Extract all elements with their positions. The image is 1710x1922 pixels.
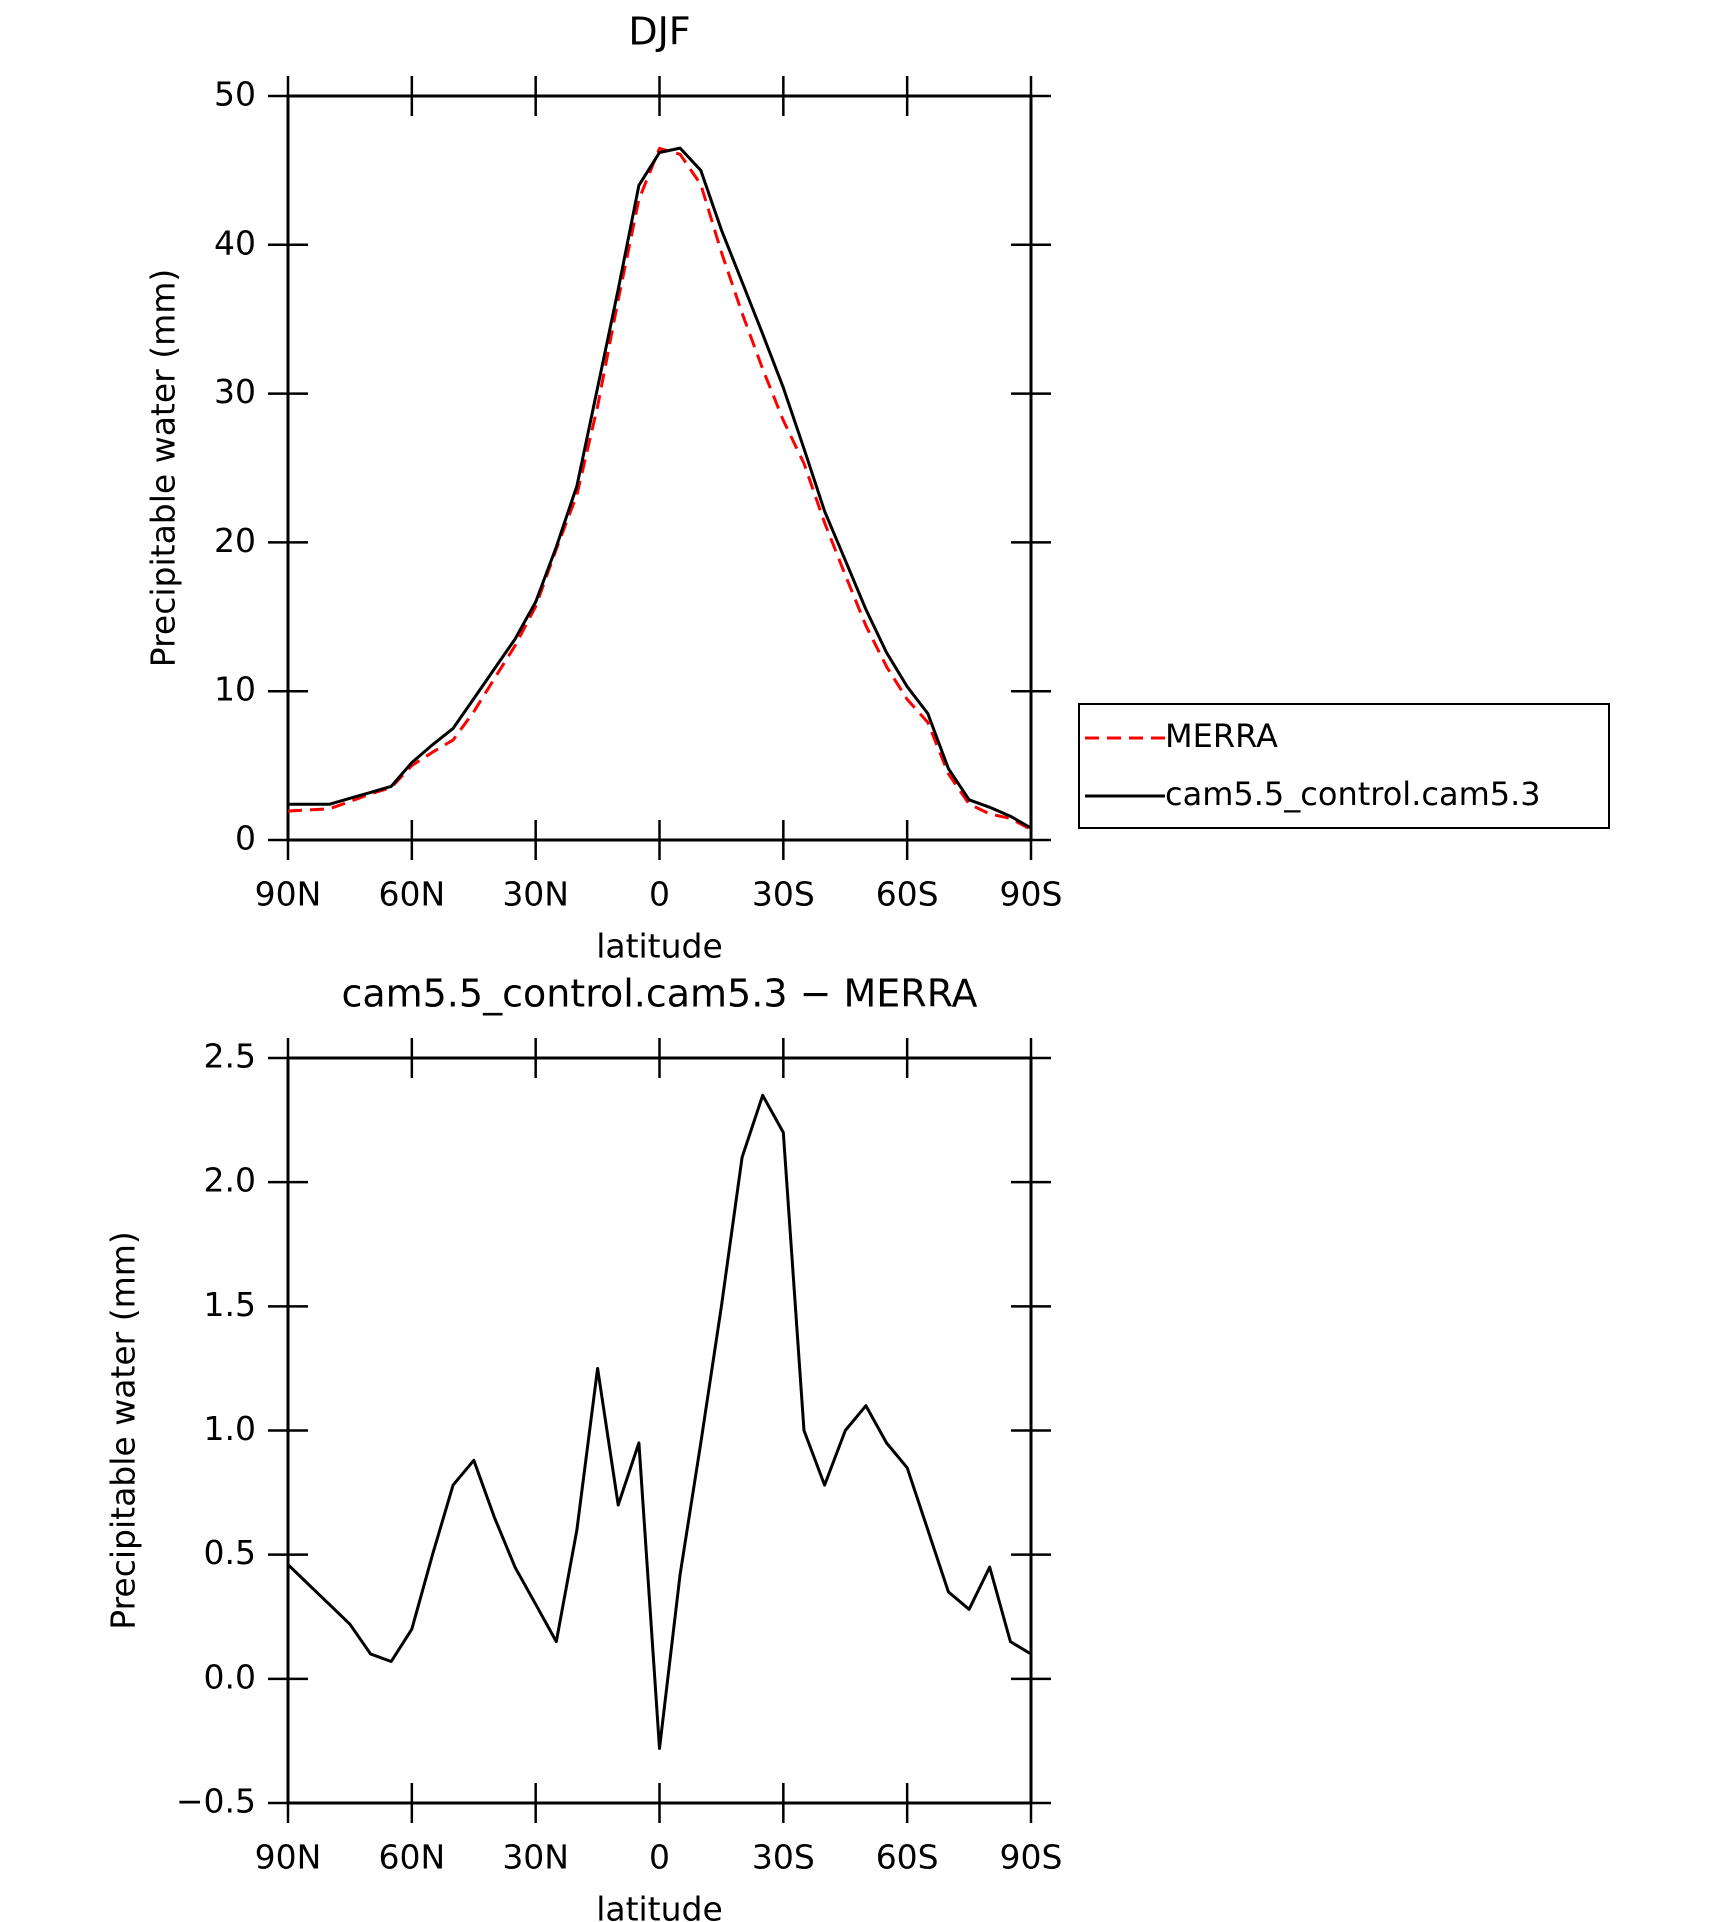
x-tick-label: 30S	[752, 1838, 815, 1877]
y-tick-label: 1.5	[204, 1285, 256, 1324]
legend-label: MERRA	[1165, 717, 1278, 755]
y-tick-label: 20	[214, 521, 256, 560]
x-axis-label: latitude	[596, 927, 723, 966]
x-tick-label: 60N	[378, 1838, 445, 1877]
x-tick-label: 90S	[1000, 1838, 1063, 1877]
y-tick-label: 10	[214, 670, 256, 709]
y-tick-label: 0.5	[204, 1533, 256, 1572]
x-tick-label: 0	[649, 875, 670, 914]
y-tick-label: 2.0	[204, 1161, 256, 1200]
data-line	[286, 1093, 1032, 1750]
x-tick-label: 90S	[1000, 875, 1063, 914]
y-axis-label: Precipitable water (mm)	[104, 1231, 143, 1630]
legend-label: cam5.5_control.cam5.3	[1165, 775, 1541, 813]
y-tick-label: 0.0	[204, 1657, 256, 1696]
y-tick-label: 30	[214, 372, 256, 411]
y-axis-label: Precipitable water (mm)	[144, 269, 183, 668]
y-tick-label: 50	[214, 75, 256, 114]
y-tick-label: 2.5	[204, 1037, 256, 1076]
data-line	[287, 146, 1032, 831]
x-tick-label: 0	[649, 1838, 670, 1877]
x-tick-label: 90N	[255, 875, 322, 914]
x-tick-label: 30N	[502, 1838, 569, 1877]
legend-box	[1078, 703, 1610, 829]
x-tick-label: 60S	[876, 875, 939, 914]
x-tick-label: 90N	[255, 1838, 322, 1877]
plot-frame	[286, 94, 1033, 842]
y-tick-label: 1.0	[204, 1409, 256, 1448]
x-tick-label: 30S	[752, 875, 815, 914]
plot-frame	[286, 1056, 1033, 1805]
chart-title: cam5.5_control.cam5.3 − MERRA	[341, 972, 977, 1016]
data-line	[288, 146, 1032, 830]
y-tick-label: −0.5	[176, 1782, 256, 1821]
x-axis-label: latitude	[596, 1890, 723, 1922]
chart-title: DJF	[628, 10, 690, 54]
y-tick-label: 0	[235, 819, 256, 858]
x-tick-label: 60N	[378, 875, 445, 914]
x-tick-label: 30N	[502, 875, 569, 914]
x-tick-label: 60S	[876, 1838, 939, 1877]
y-tick-label: 40	[214, 223, 256, 262]
